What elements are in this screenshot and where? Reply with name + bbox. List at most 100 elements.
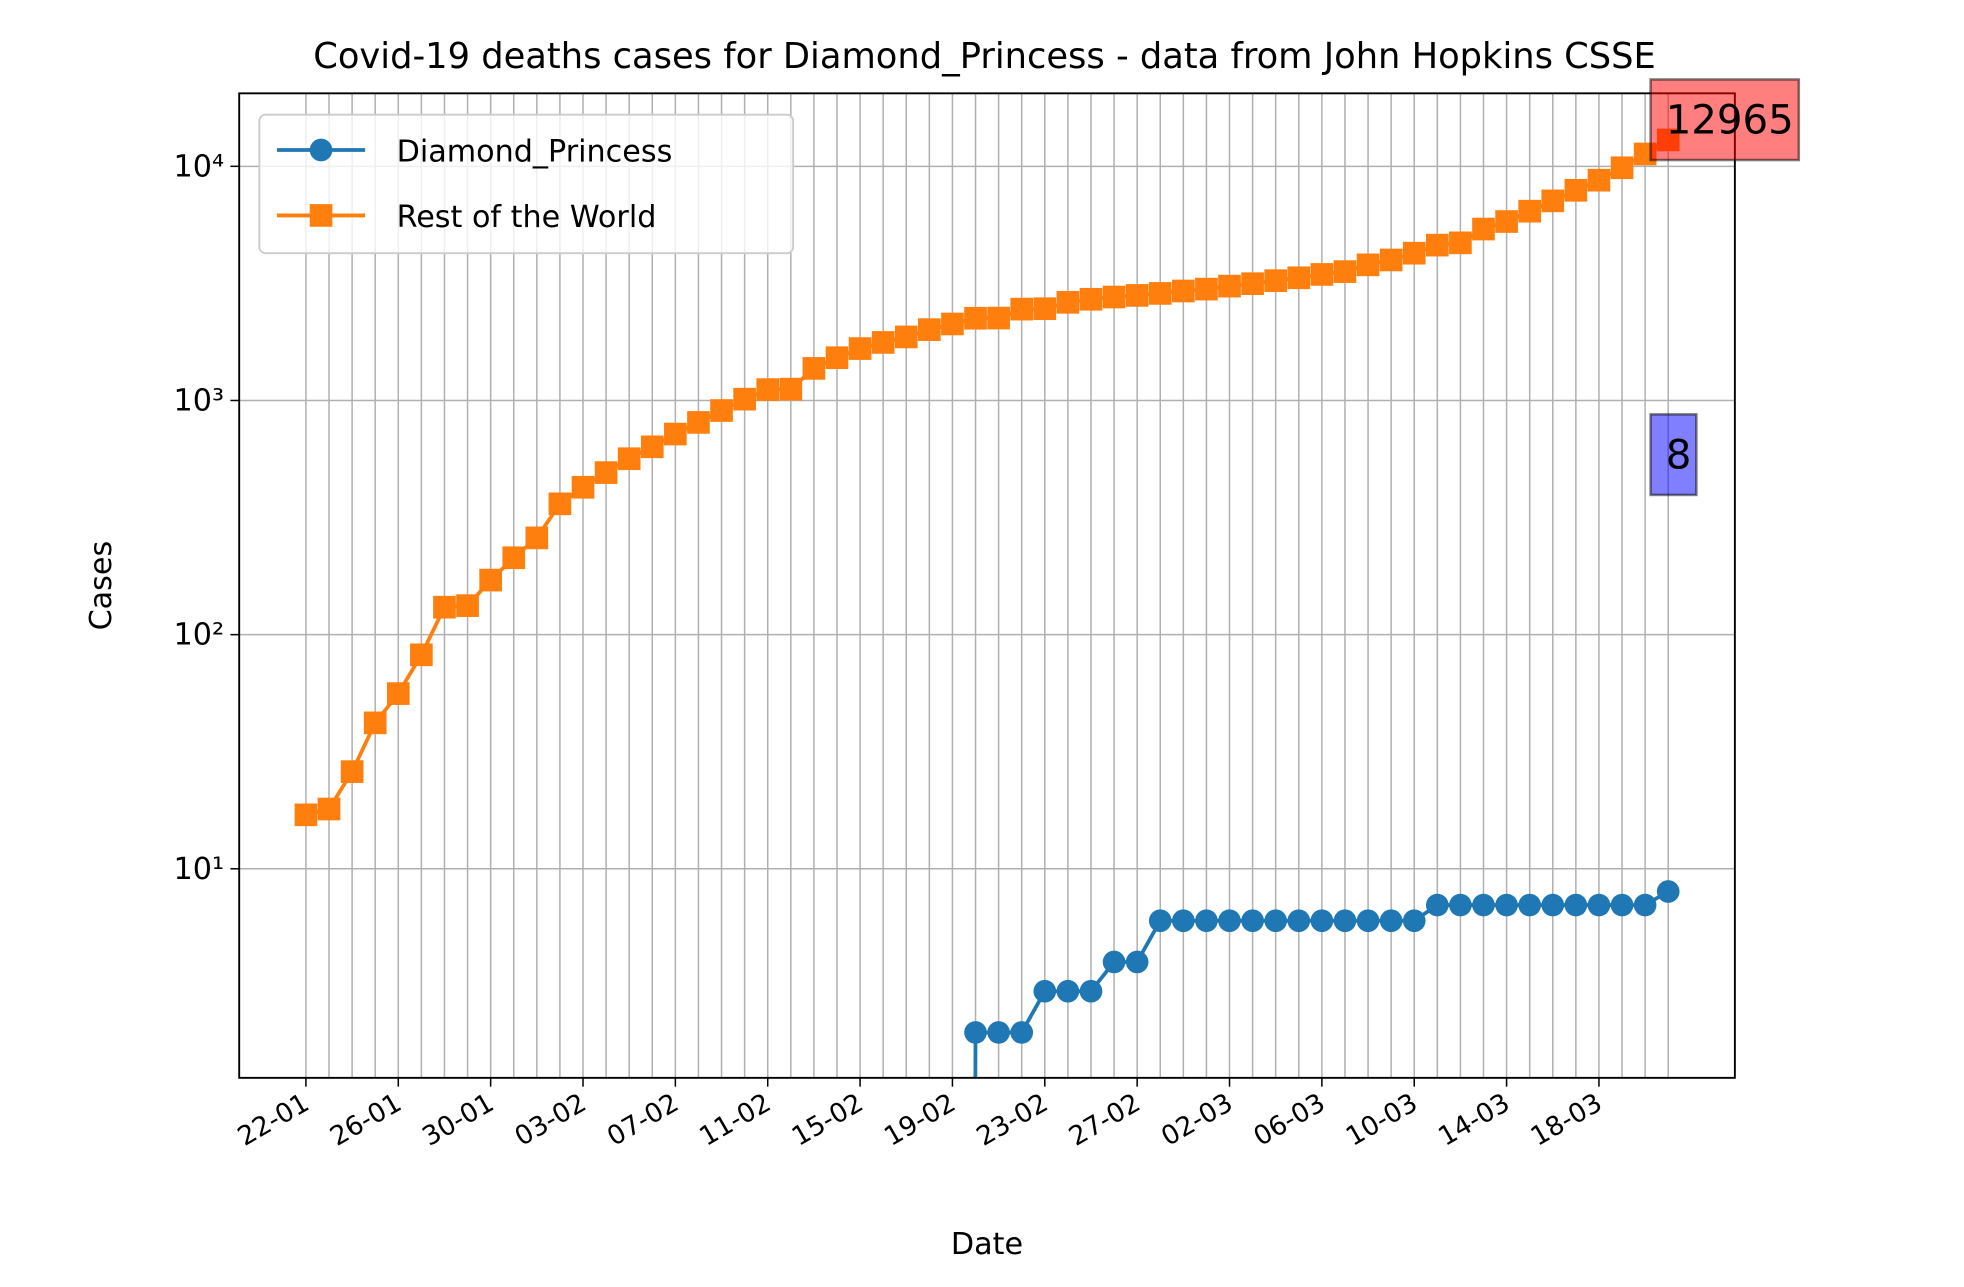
y-tick-label: 10²: [174, 618, 225, 653]
point: [1518, 893, 1542, 917]
point: [941, 312, 964, 336]
point: [1218, 274, 1241, 298]
annotation: 8: [1649, 413, 1698, 497]
point: [871, 331, 895, 354]
point: [1079, 979, 1103, 1003]
point: [1195, 909, 1218, 933]
point: [340, 760, 364, 783]
y-tick-label: 10³: [174, 384, 225, 419]
point: [1402, 241, 1426, 265]
point: [918, 318, 941, 341]
point: [1541, 189, 1565, 213]
point: [1333, 909, 1357, 933]
point: [1564, 178, 1588, 202]
point: [964, 306, 987, 330]
point: [1056, 290, 1080, 314]
y-tick-label: 10⁴: [174, 149, 225, 184]
point: [664, 422, 687, 446]
legend-box: [258, 113, 795, 255]
point: [733, 387, 756, 411]
point: [1564, 893, 1588, 917]
point: [433, 595, 456, 619]
y-axis-label: Cases: [84, 541, 119, 631]
annotation-text: 8: [1666, 433, 1692, 479]
point: [987, 306, 1010, 330]
annotation-box: [1649, 413, 1698, 497]
point: [1402, 909, 1426, 933]
point: [779, 377, 803, 401]
legend-label: Rest of the World: [397, 200, 657, 235]
y-tick-label: 10¹: [174, 852, 225, 887]
point: [1010, 1021, 1034, 1044]
point: [1333, 260, 1357, 283]
point: [1425, 233, 1449, 257]
point: [1541, 893, 1565, 917]
point: [1218, 909, 1241, 933]
point: [1033, 979, 1057, 1003]
point: [594, 461, 618, 484]
point: [1195, 277, 1218, 301]
point: [1472, 893, 1495, 917]
point: [1425, 893, 1449, 917]
point: [363, 711, 387, 735]
point: [848, 337, 872, 360]
point: [1610, 893, 1634, 917]
point: [987, 1021, 1010, 1044]
point: [1449, 893, 1472, 917]
point: [1310, 263, 1334, 286]
point: [1241, 909, 1264, 933]
point: [1472, 217, 1495, 241]
point: [1379, 909, 1403, 933]
annotation-box: [1649, 78, 1801, 162]
point: [1056, 979, 1080, 1003]
point: [1379, 248, 1403, 272]
point: [710, 399, 733, 422]
annotation-text: 12965: [1666, 98, 1794, 144]
point: [479, 568, 502, 592]
point: [502, 546, 526, 570]
annotation: 12965: [1649, 78, 1801, 162]
point: [1587, 893, 1611, 917]
point: [617, 447, 641, 471]
legend: Diamond_Princess Rest of the World: [258, 113, 795, 255]
point: [1102, 285, 1126, 309]
point: [1033, 297, 1057, 321]
point: [1010, 297, 1034, 321]
point: [1610, 156, 1634, 180]
point: [894, 325, 918, 349]
point: [1264, 269, 1288, 293]
axes-frame: [238, 92, 1736, 1079]
chart-title: Covid-19 deaths cases for Diamond_Prince…: [313, 36, 1656, 77]
point: [640, 435, 664, 459]
point: [571, 475, 595, 499]
point: [1125, 950, 1149, 974]
point: [1356, 909, 1380, 933]
point: [410, 643, 433, 667]
point: [317, 797, 341, 821]
legend-marker: [309, 204, 333, 227]
point: [294, 803, 318, 827]
point: [1125, 284, 1149, 307]
point: [1449, 231, 1472, 255]
point: [386, 682, 410, 705]
point: [1495, 210, 1518, 233]
point: [456, 594, 479, 617]
point: [1495, 893, 1518, 917]
point: [1287, 266, 1311, 290]
point: [1079, 287, 1103, 311]
point: [1148, 909, 1172, 933]
point: [1102, 950, 1126, 974]
point: [525, 526, 549, 550]
point: [1356, 253, 1380, 277]
point: [687, 411, 710, 434]
legend-label: Diamond_Princess: [397, 134, 673, 169]
point: [964, 1021, 987, 1044]
point: [548, 492, 572, 516]
plot-area: [294, 128, 1680, 1078]
point: [756, 378, 780, 401]
point: [825, 346, 849, 370]
point: [1656, 880, 1680, 903]
point: [1172, 909, 1195, 933]
point: [1587, 168, 1611, 192]
